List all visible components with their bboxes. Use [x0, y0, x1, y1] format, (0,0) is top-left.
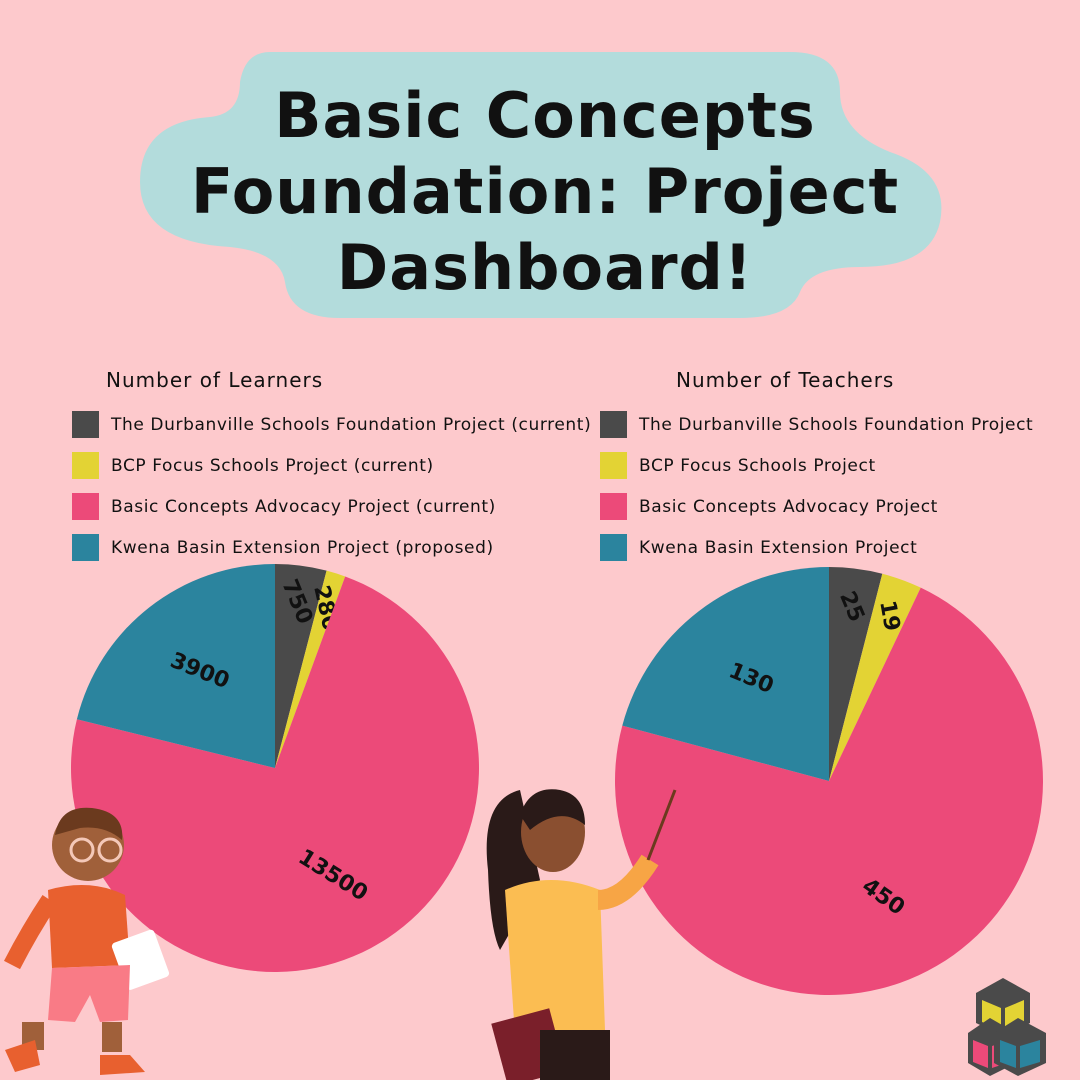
legend-swatch [72, 411, 99, 438]
pie-slice [275, 564, 327, 768]
legend-item: BCP Focus Schools Project [600, 445, 1033, 486]
pie-slice [622, 567, 829, 781]
teachers-legend: Number of Teachers The Durbanville Schoo… [600, 368, 1033, 568]
pie-slice [275, 570, 346, 768]
legend-label: BCP Focus Schools Project [639, 455, 876, 476]
pie-slice [829, 573, 921, 781]
legend-item: Kwena Basin Extension Project [600, 527, 1033, 568]
legend-label: BCP Focus Schools Project (current) [111, 455, 434, 476]
learners-chart-title: Number of Learners [106, 368, 324, 392]
teachers-chart-title: Number of Teachers [676, 368, 895, 392]
legend-label: Kwena Basin Extension Project [639, 537, 918, 558]
pie-slice [615, 587, 1043, 995]
learners-legend: Number of Learners The Durbanville Schoo… [72, 368, 591, 568]
pie-slice [829, 567, 883, 781]
title-bubble [140, 52, 942, 318]
legend-swatch [600, 493, 627, 520]
legend-label: The Durbanville Schools Foundation Proje… [111, 414, 592, 435]
pie-data-label: 19 [874, 599, 904, 634]
pie-slice [71, 576, 479, 972]
legend-swatch [72, 534, 99, 561]
page-title: Basic Concepts Foundation: Project Dashb… [190, 79, 900, 304]
legend-label: The Durbanville Schools Foundation Proje… [639, 414, 1034, 435]
legend-swatch [72, 452, 99, 479]
pie-slice [76, 563, 275, 768]
legend-swatch [600, 411, 627, 438]
legend-item: Kwena Basin Extension Project (proposed) [72, 527, 591, 568]
legend-item: The Durbanville Schools Foundation Proje… [600, 404, 1033, 445]
legend-item: The Durbanville Schools Foundation Proje… [72, 404, 591, 445]
legend-item: Basic Concepts Advocacy Project (current… [72, 486, 591, 527]
legend-swatch [600, 452, 627, 479]
legend-swatch [600, 534, 627, 561]
legend-item: Basic Concepts Advocacy Project [600, 486, 1033, 527]
legend-item: BCP Focus Schools Project (current) [72, 445, 591, 486]
legend-label: Kwena Basin Extension Project (proposed) [111, 537, 494, 558]
legend-label: Basic Concepts Advocacy Project (current… [111, 496, 496, 517]
legend-label: Basic Concepts Advocacy Project [639, 496, 938, 517]
legend-swatch [72, 493, 99, 520]
